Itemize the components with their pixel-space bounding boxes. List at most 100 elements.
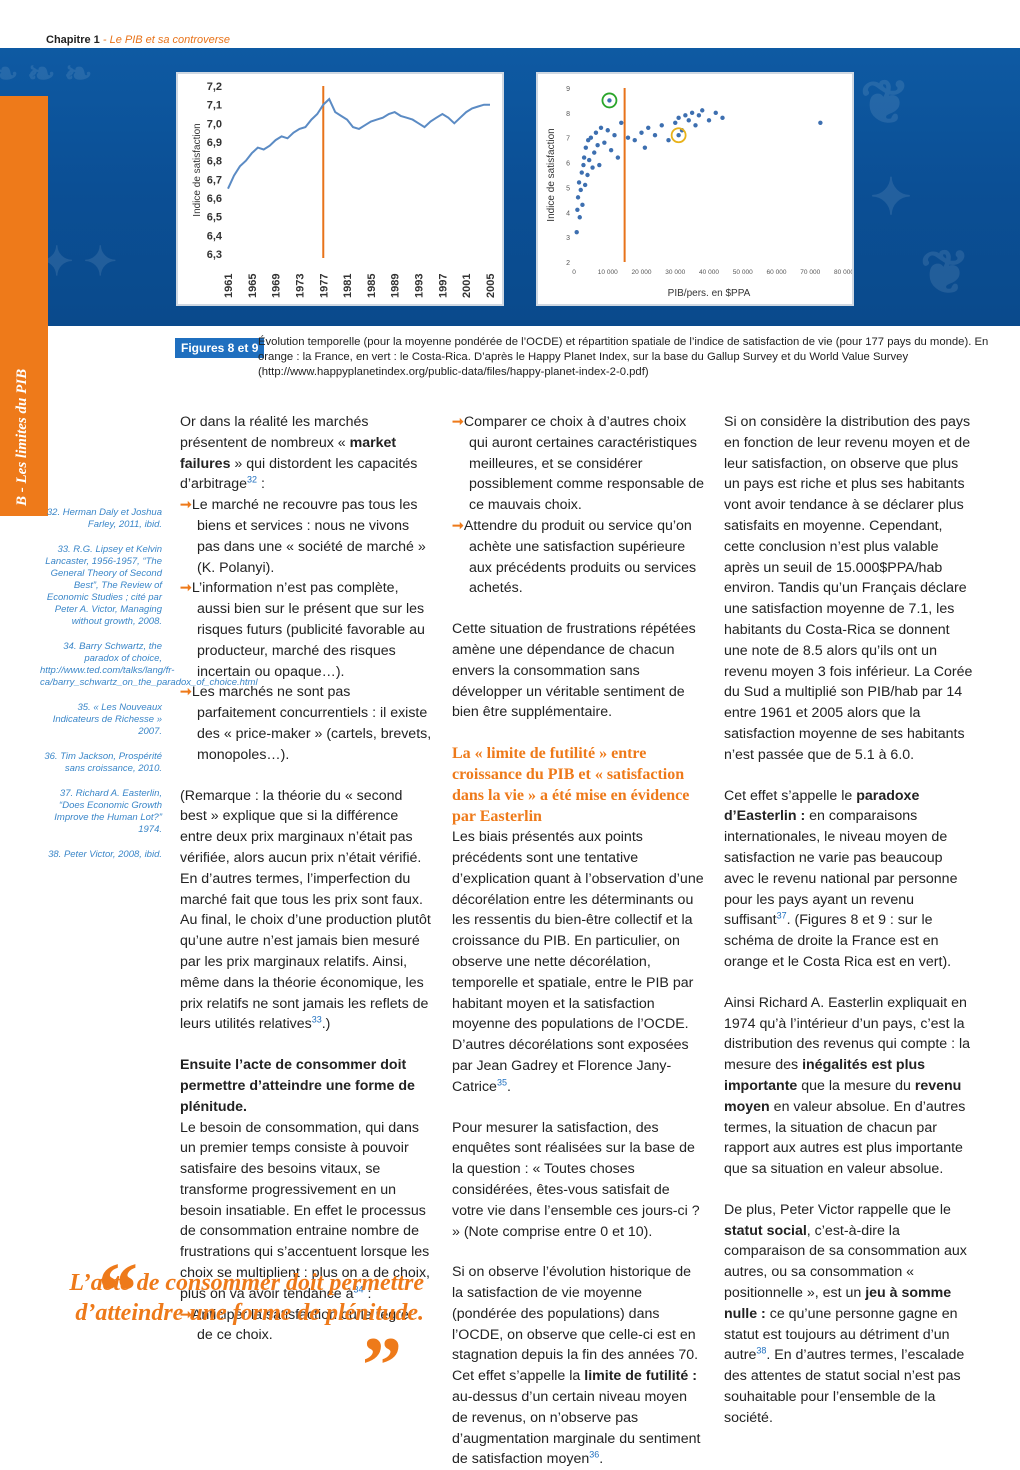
footnote: 33. R.G. Lipsey et Kelvin Lancaster, 195… xyxy=(45,544,162,627)
x-tick-label: 1989 xyxy=(390,274,402,298)
arrow-icon: ➞ xyxy=(452,414,464,430)
scatter-point xyxy=(673,120,678,125)
y-tick-label: 6,8 xyxy=(207,156,222,168)
y-tick-label: 7 xyxy=(566,136,570,143)
x-tick-label: 2005 xyxy=(485,274,497,298)
scatter-point xyxy=(593,130,599,135)
x-tick-label: 30 000 xyxy=(665,269,685,276)
footnote: 35. « Les Nouveaux Indicateurs de Riches… xyxy=(52,702,162,737)
bullet-item: ➞Attendre du produit ou service qu’on ac… xyxy=(452,517,697,597)
y-axis-label: Indice de satisfaction xyxy=(192,123,203,216)
background-decoration: ❦ xyxy=(920,240,971,306)
section-label: B - Les limites du PIB xyxy=(14,368,30,506)
arrow-icon: ➞ xyxy=(180,580,192,597)
scatter-point xyxy=(619,120,624,125)
y-tick-label: 6,9 xyxy=(207,137,222,149)
scatter-point xyxy=(720,115,725,121)
scatter-point xyxy=(659,123,664,128)
scatter-point xyxy=(646,125,651,130)
scatter-point xyxy=(597,162,602,168)
arrow-icon: ➞ xyxy=(180,684,192,701)
paragraph: Le besoin de consommation, qui dans un p… xyxy=(180,1119,430,1302)
scatter-point xyxy=(706,118,712,123)
scatter-point xyxy=(598,125,604,130)
scatter-point xyxy=(713,110,718,116)
scatter-point xyxy=(576,180,582,185)
scatter-point xyxy=(590,165,595,170)
subheading: Ensuite l’acte de consommer doit permett… xyxy=(180,1057,415,1115)
x-tick-label: 1961 xyxy=(223,274,235,298)
y-tick-label: 8 xyxy=(566,111,570,118)
paragraph: Ainsi Richard A. Easterlin expliquait en… xyxy=(724,994,971,1178)
paragraph: Si on observe l’évolution historique de … xyxy=(452,1264,701,1468)
background-decoration: ❦ xyxy=(860,70,911,136)
y-tick-label: 6,3 xyxy=(207,249,222,261)
scatter-point xyxy=(580,202,585,208)
scatter-point xyxy=(577,215,582,220)
scatter-point xyxy=(700,108,705,113)
figure-banner: ❧ ❧ ❧ ❦ ✦ ❦ ✦ ✦ xyxy=(0,48,1020,326)
scatter-point xyxy=(581,162,586,168)
scatter-point xyxy=(579,170,584,175)
y-tick-label: 6,6 xyxy=(207,193,222,205)
scatter-point xyxy=(639,130,644,135)
x-tick-label: 1985 xyxy=(366,274,378,298)
y-tick-label: 7,0 xyxy=(207,118,222,130)
y-tick-label: 5 xyxy=(566,185,570,192)
y-tick-label: 4 xyxy=(566,210,570,217)
footnote: 38. Peter Victor, 2008, ibid. xyxy=(48,849,162,860)
x-tick-label: 50 000 xyxy=(733,269,753,276)
chapter-subtitle: - Le PIB et sa controverse xyxy=(102,34,231,46)
scatter-point xyxy=(642,145,648,150)
x-tick-label: 1977 xyxy=(318,274,330,298)
x-tick-label: 80 000 xyxy=(834,269,852,276)
paragraph: (Remarque : la théorie du « second best … xyxy=(180,787,431,1033)
scatter-point xyxy=(666,138,671,143)
footnote: 36. Tim Jackson, Prospérité sans croissa… xyxy=(44,751,162,774)
bullet-item: ➞Le marché ne recouvre pas tous les bien… xyxy=(180,497,426,576)
scatter-point xyxy=(683,113,688,118)
paragraph: Les biais présentés aux points précédent… xyxy=(452,829,704,1095)
scatter-point xyxy=(574,229,579,235)
paragraph: Or dans la réalité les marchés présenten… xyxy=(180,414,418,493)
scatter-point xyxy=(595,142,600,148)
scatter-point xyxy=(676,115,681,121)
paragraph: Cet effet s’appelle le paradoxe d’Easter… xyxy=(724,787,958,970)
footnote: 37. Richard A. Easterlin, “Does Economic… xyxy=(54,788,162,835)
scatter-chart: 9 8 7 6 5 4 3 20 10 000 20 000 30 000 40 000 50 000 6… xyxy=(546,86,852,299)
background-decoration: ✦ ✦ xyxy=(40,239,118,284)
scatter-point xyxy=(693,123,698,128)
y-tick-label: 3 xyxy=(566,235,570,242)
y-tick-label: 6,5 xyxy=(207,212,222,224)
highlight-marker xyxy=(601,92,618,109)
y-tick-label: 6,4 xyxy=(207,230,223,242)
y-tick-label: 6,7 xyxy=(207,174,222,186)
pull-quote: L’acte de consommer doit permettre d’att… xyxy=(69,1270,424,1326)
scatter-point xyxy=(612,133,617,138)
x-tick-label: 1969 xyxy=(271,274,283,298)
scatter-point xyxy=(632,138,637,143)
y-tick-label: 2 xyxy=(566,260,570,267)
x-tick-label: 1993 xyxy=(414,274,426,298)
paragraph: Pour mesurer la satisfaction, des enquêt… xyxy=(452,1119,700,1240)
scatter-point xyxy=(585,172,590,178)
highlight-marker xyxy=(670,127,687,144)
y-tick-label: 6 xyxy=(566,161,570,168)
y-axis-label: Indice de satisfaction xyxy=(546,128,557,221)
column-2: ➞Comparer ce choix à d’autres choix qui … xyxy=(452,412,704,1470)
x-tick-label: 1981 xyxy=(342,274,354,298)
section-sidebar: B - Les limites du PIB xyxy=(0,96,48,516)
background-decoration: ❧ ❧ ❧ xyxy=(0,56,93,93)
scatter-point xyxy=(602,140,607,145)
figure-tag: Figures 8 et 9 xyxy=(175,338,265,358)
scatter-point xyxy=(575,207,580,212)
x-axis-label: PIB/pers. en $PPA xyxy=(668,288,751,299)
y-tick-label: 7,2 xyxy=(207,81,222,93)
scatter-point xyxy=(605,128,610,133)
paragraph: Si on considère la distribution des pays… xyxy=(724,414,973,763)
scatter-point xyxy=(696,113,702,118)
section-heading: La « limite de futilité » entre croissan… xyxy=(452,745,690,826)
scatter-point xyxy=(578,187,583,193)
scatter-point xyxy=(583,145,589,150)
paragraph: Cette situation de frustrations répétées… xyxy=(452,621,696,721)
